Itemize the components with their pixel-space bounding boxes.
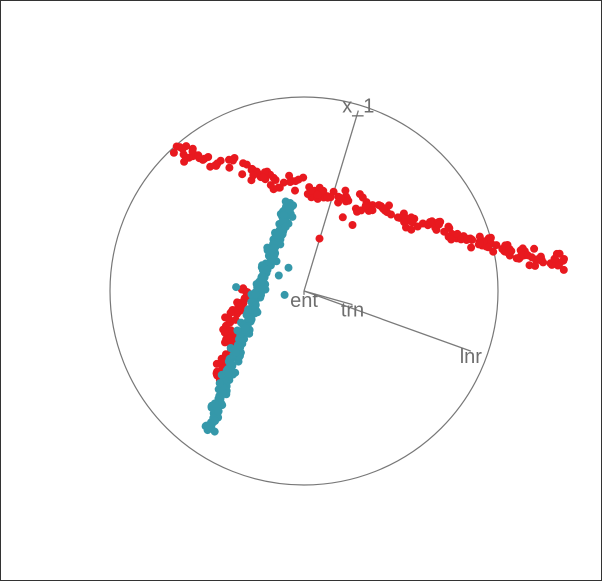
data-point <box>211 416 220 425</box>
data-point <box>284 263 293 272</box>
data-point <box>530 244 539 253</box>
axis-label-x1: x_1 <box>342 96 374 118</box>
data-point <box>348 221 357 229</box>
data-point <box>269 244 278 253</box>
data-point <box>229 156 237 165</box>
data-point <box>180 157 189 166</box>
data-point <box>329 187 338 196</box>
data-point <box>550 254 559 263</box>
data-point <box>407 225 416 234</box>
data-point <box>212 359 221 368</box>
data-point <box>475 239 484 248</box>
data-point <box>259 173 268 182</box>
data-point <box>531 261 540 270</box>
data-point <box>400 218 409 227</box>
data-point <box>215 391 224 400</box>
data-point <box>215 379 224 388</box>
data-point <box>341 186 350 195</box>
data-point <box>220 328 229 337</box>
data-point <box>226 308 235 317</box>
data-point <box>355 190 364 199</box>
data-point <box>523 251 532 260</box>
data-point <box>368 206 377 215</box>
data-point <box>224 369 233 378</box>
data-points <box>169 142 568 436</box>
data-point <box>281 197 290 206</box>
data-point <box>475 232 484 241</box>
data-point <box>512 254 521 263</box>
data-point <box>210 399 219 408</box>
data-point <box>253 308 262 317</box>
data-point <box>280 290 289 299</box>
data-point <box>457 235 466 244</box>
data-point <box>435 220 444 229</box>
data-point <box>233 298 242 307</box>
data-point <box>281 222 290 231</box>
data-point <box>263 265 272 274</box>
data-point <box>418 219 427 228</box>
data-point <box>286 178 295 186</box>
data-point <box>232 348 240 357</box>
data-point <box>267 255 276 263</box>
data-point <box>426 218 434 226</box>
data-point <box>447 235 456 244</box>
data-point <box>271 230 280 239</box>
data-point <box>241 323 250 332</box>
data-point <box>374 201 383 210</box>
data-point <box>242 160 251 169</box>
projection-circle <box>109 96 499 486</box>
data-point <box>507 247 516 256</box>
axis-label-lnr: lnr <box>460 346 483 368</box>
data-point <box>547 260 556 269</box>
data-point <box>361 201 370 210</box>
data-point <box>559 265 568 274</box>
data-point <box>279 211 288 219</box>
data-point <box>214 407 223 416</box>
data-point <box>336 193 345 202</box>
data-point <box>258 272 266 281</box>
data-point <box>484 243 493 252</box>
data-point <box>269 185 278 194</box>
data-point <box>247 315 256 324</box>
projection-axis-line-lnr <box>303 290 472 352</box>
data-point <box>233 326 242 335</box>
data-point <box>169 148 178 157</box>
data-point <box>275 183 284 192</box>
data-point <box>313 190 322 199</box>
data-point <box>553 261 562 270</box>
data-point <box>445 224 454 233</box>
data-point <box>271 176 280 184</box>
data-point <box>463 234 472 243</box>
data-point <box>251 290 260 299</box>
data-point <box>249 171 258 180</box>
data-point <box>307 186 316 195</box>
data-point <box>178 144 187 153</box>
data-point <box>244 305 252 314</box>
data-point <box>194 151 203 160</box>
data-point <box>534 254 543 263</box>
data-point <box>188 147 197 156</box>
data-point <box>226 359 235 368</box>
data-point <box>204 422 213 431</box>
axis-label-ent: ent <box>290 290 318 312</box>
data-point <box>211 161 220 170</box>
data-point <box>323 193 332 202</box>
data-point <box>353 207 361 216</box>
data-point <box>492 241 501 250</box>
data-point <box>338 213 347 222</box>
data-point <box>315 234 324 243</box>
data-point <box>232 283 241 292</box>
data-point <box>252 280 261 288</box>
data-point <box>225 163 234 172</box>
data-point <box>467 243 476 252</box>
data-point <box>291 186 299 195</box>
data-point <box>274 271 283 280</box>
axis-label-trn: trn <box>341 300 364 322</box>
data-point <box>559 256 568 265</box>
data-point <box>284 205 293 214</box>
data-point <box>238 170 247 179</box>
